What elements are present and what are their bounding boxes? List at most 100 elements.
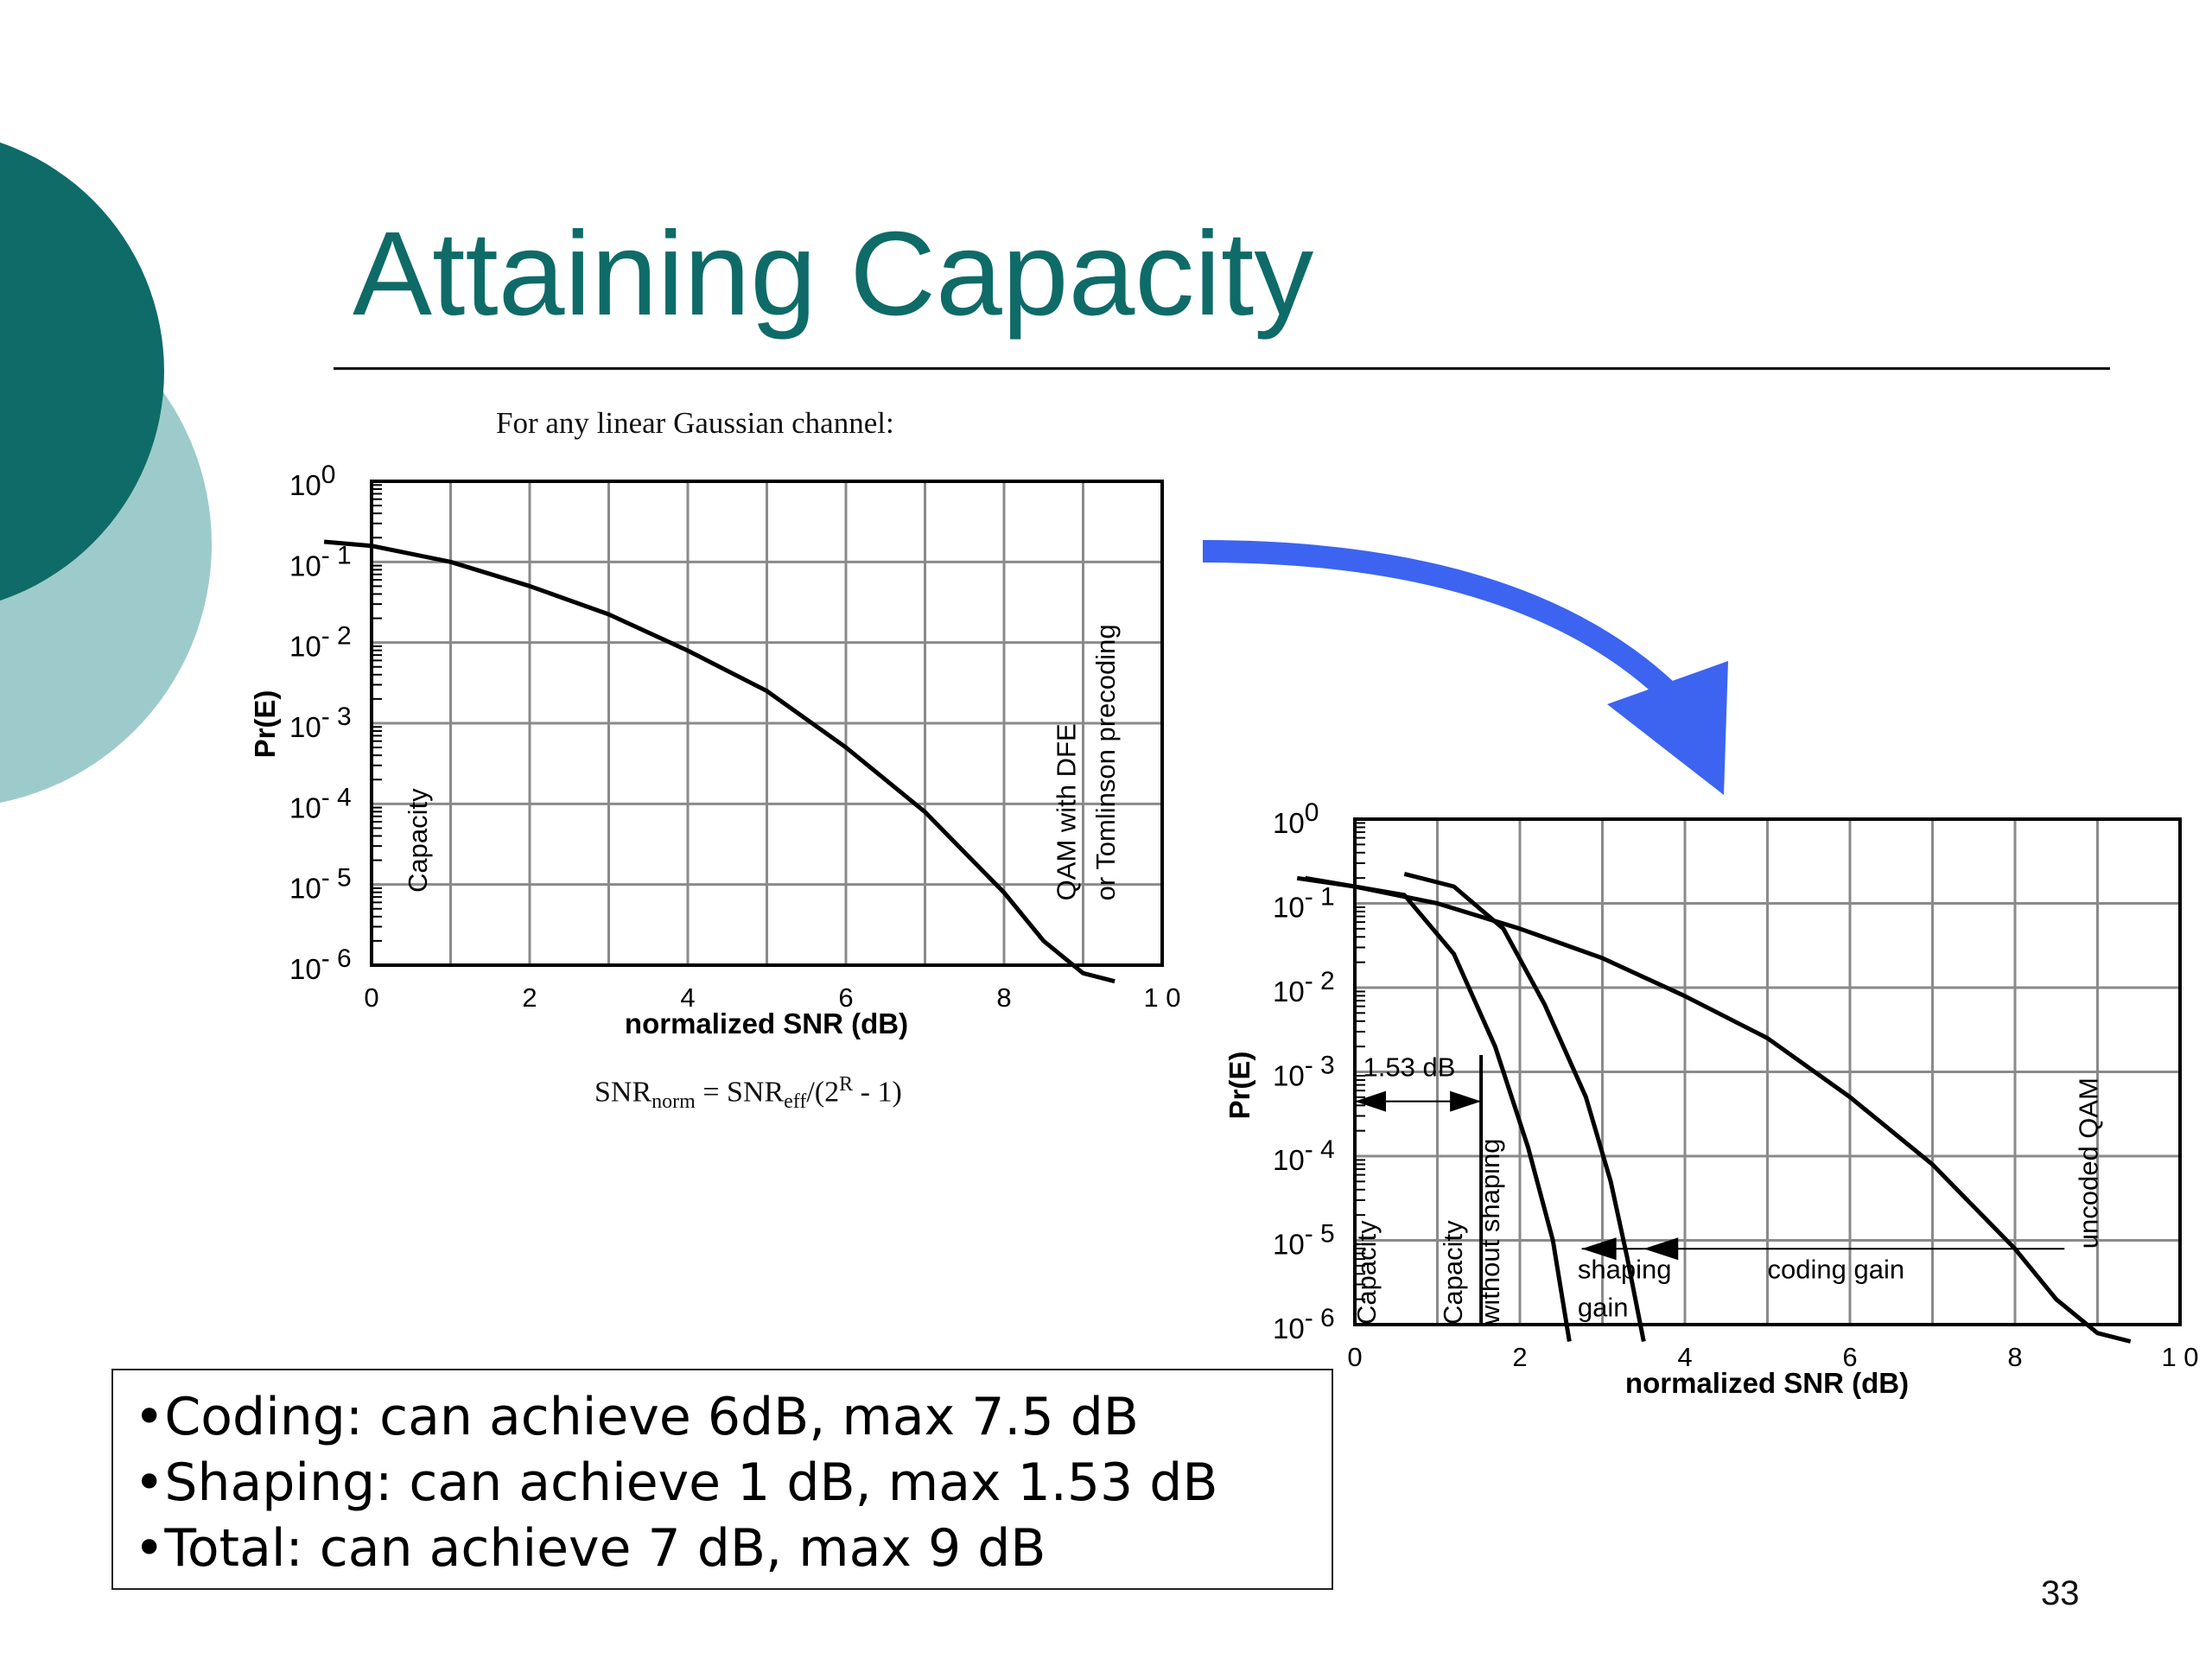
chart-right-y-tick-label: 10- 6	[1273, 1304, 1335, 1344]
chart-left-y-tick-base: 10	[289, 953, 321, 985]
chart-right-gap-arrowhead	[1450, 1090, 1482, 1112]
chart-left-y-tick-base: 10	[289, 711, 321, 743]
formula-sub-eff: eff	[784, 1090, 807, 1114]
chart-right-annotation: Capacity	[1351, 1220, 1382, 1325]
chart-right-x-tick-label: 1 0	[2161, 1342, 2198, 1372]
chart-right-series	[1296, 871, 2132, 1344]
chart-left-x-tick-label: 1 0	[1143, 982, 1180, 1013]
chart-left-frame	[370, 480, 1164, 967]
chart-right-y-tick-exp: - 3	[1305, 1052, 1335, 1080]
chart-right-y-tick-label: 10- 5	[1273, 1220, 1335, 1261]
chart-right-frame	[1353, 817, 2182, 1326]
chart-left-x-tick-label: 6	[838, 982, 853, 1013]
chart-left-y-tick-exp: - 2	[321, 622, 352, 651]
chart-left-y-tick-exp: - 3	[321, 702, 352, 731]
chart-right-minor-ticks	[1355, 822, 1365, 1300]
chart-left-x-tick-label: 2	[522, 982, 537, 1013]
blue-arrow	[1202, 540, 1728, 795]
chart-left-y-tick-base: 10	[289, 791, 321, 823]
chart-left-series	[323, 539, 1116, 984]
chart-right-series-line-1	[1403, 871, 1646, 1342]
chart-right-gap-arrowhead	[1581, 1237, 1617, 1261]
chart-left-y-tick-label: 10- 3	[289, 702, 352, 743]
chart-left-y-tick-base: 10	[289, 550, 321, 582]
chart-right-y-tick-base: 10	[1273, 807, 1305, 839]
chart-left-y-label: Pr(E)	[249, 690, 281, 759]
chart-right-y-tick-exp: 0	[1305, 798, 1319, 827]
chart-right-y-tick-exp: - 1	[1305, 883, 1335, 912]
chart-right-annotation: 1.53 dB	[1363, 1052, 1456, 1082]
chart-right-annotation: coding gain	[1768, 1254, 1905, 1284]
chart-left-y-tick-label: 10- 5	[289, 864, 352, 905]
chart-right-y-tick-base: 10	[1273, 1060, 1305, 1092]
bullet-shaping: •Shaping: can achieve 1 dB, max 1.53 dB	[134, 1452, 1218, 1513]
chart-left-y-tick-base: 10	[289, 631, 321, 663]
chart-left-y-tick-label: 10- 6	[289, 944, 352, 985]
formula-sub-norm: norm	[652, 1090, 696, 1114]
chart-left-annotation: or Tomlinson precoding	[1090, 624, 1121, 900]
chart-right-y-tick-label: 10- 1	[1273, 883, 1335, 924]
chart-left-annotation: QAM with DFE	[1051, 723, 1081, 900]
chart-right-annotation: without shaping	[1475, 1139, 1505, 1325]
summary-box: •Coding: can achieve 6dB, max 7.5 dB •Sh…	[111, 1369, 1333, 1590]
chart-left-y-tick-base: 10	[289, 873, 321, 905]
snr-formula: SNRnorm = SNReff/(2R - 1)	[594, 1073, 902, 1114]
decor-circles	[0, 142, 212, 803]
chart-right-annotation: gain	[1578, 1292, 1629, 1322]
formula-part-d: - 1)	[853, 1076, 902, 1109]
chart-left-annotation: Capacity	[403, 788, 433, 893]
chart-right-x-tick-label: 6	[1842, 1342, 1857, 1372]
chart-left-y-tick-base: 10	[289, 469, 321, 501]
chart-right-x-tick-label: 0	[1347, 1342, 1362, 1372]
formula-part-a: SNR	[594, 1076, 652, 1109]
chart-left-y-tick-exp: 0	[321, 461, 336, 489]
chart-right-y-tick-exp: - 5	[1305, 1220, 1335, 1249]
chart-right-y-tick-base: 10	[1273, 1144, 1305, 1176]
blue-arrow-head	[1607, 661, 1728, 795]
formula-part-c: /(2	[806, 1076, 840, 1109]
slide-title: Attaining Capacity	[353, 207, 1314, 340]
blue-arrow-shaft	[1202, 540, 1685, 709]
chart-left-y-tick-label: 10- 1	[289, 541, 352, 582]
chart-left-y-tick-label: 10- 2	[289, 622, 352, 663]
chart-right-x-tick-label: 4	[1677, 1342, 1692, 1372]
chart-right-annotation: shaping	[1578, 1254, 1672, 1284]
bullet-coding: •Coding: can achieve 6dB, max 7.5 dB	[134, 1387, 1139, 1447]
chart-left-minor-ticks	[372, 484, 382, 942]
chart-left-grid	[370, 480, 1164, 967]
chart-right-y-tick-label: 100	[1273, 798, 1319, 839]
chart-left-x-label: normalized SNR (dB)	[625, 1007, 908, 1039]
chart-left-annotations: Capacity QAM with DFE or Tomlinson precodi…	[403, 624, 1121, 900]
chart-left-x-ticks: 0 2 4 6 8 1 0	[364, 982, 1180, 1013]
chart-caption: For any linear Gaussian channel:	[496, 406, 894, 440]
chart-right-y-tick-label: 10- 2	[1273, 967, 1335, 1007]
chart-right-y-tick-exp: - 4	[1305, 1135, 1335, 1164]
chart-right-y-tick-base: 10	[1273, 892, 1305, 924]
chart-right-y-tick-label: 10- 4	[1273, 1135, 1335, 1176]
chart-right-x-tick-label: 8	[2007, 1342, 2022, 1372]
chart-left-x-tick-label: 8	[996, 982, 1011, 1013]
chart-left-y-tick-label: 10- 4	[289, 783, 352, 823]
chart-left-y-tick-exp: - 5	[321, 864, 352, 893]
formula-part-eq: = SNR	[695, 1076, 785, 1109]
chart-right-gap-arrowhead	[1355, 1090, 1386, 1112]
chart-left-y-tick-exp: - 4	[321, 783, 352, 811]
chart-right-annotation: Capacity	[1438, 1220, 1468, 1325]
chart-right-x-label: normalized SNR (dB)	[1625, 1367, 1909, 1399]
chart-right-y-tick-exp: - 6	[1305, 1304, 1335, 1332]
chart-right-y-tick-label: 10- 3	[1273, 1052, 1335, 1092]
formula-sup-r: R	[839, 1073, 854, 1096]
page-number: 33	[2041, 1574, 2080, 1612]
chart-right-gap-arrowhead	[1643, 1237, 1679, 1261]
chart-right-y-tick-base: 10	[1273, 976, 1305, 1007]
chart-left-y-tick-exp: - 6	[321, 944, 352, 973]
chart-right-y-tick-base: 10	[1273, 1229, 1305, 1261]
chart-right-x-ticks: 0 2 4 6 8 1 0	[1347, 1342, 2198, 1372]
chart-right-series-line-0	[1296, 875, 2132, 1344]
chart-left-x-tick-label: 4	[680, 982, 695, 1013]
